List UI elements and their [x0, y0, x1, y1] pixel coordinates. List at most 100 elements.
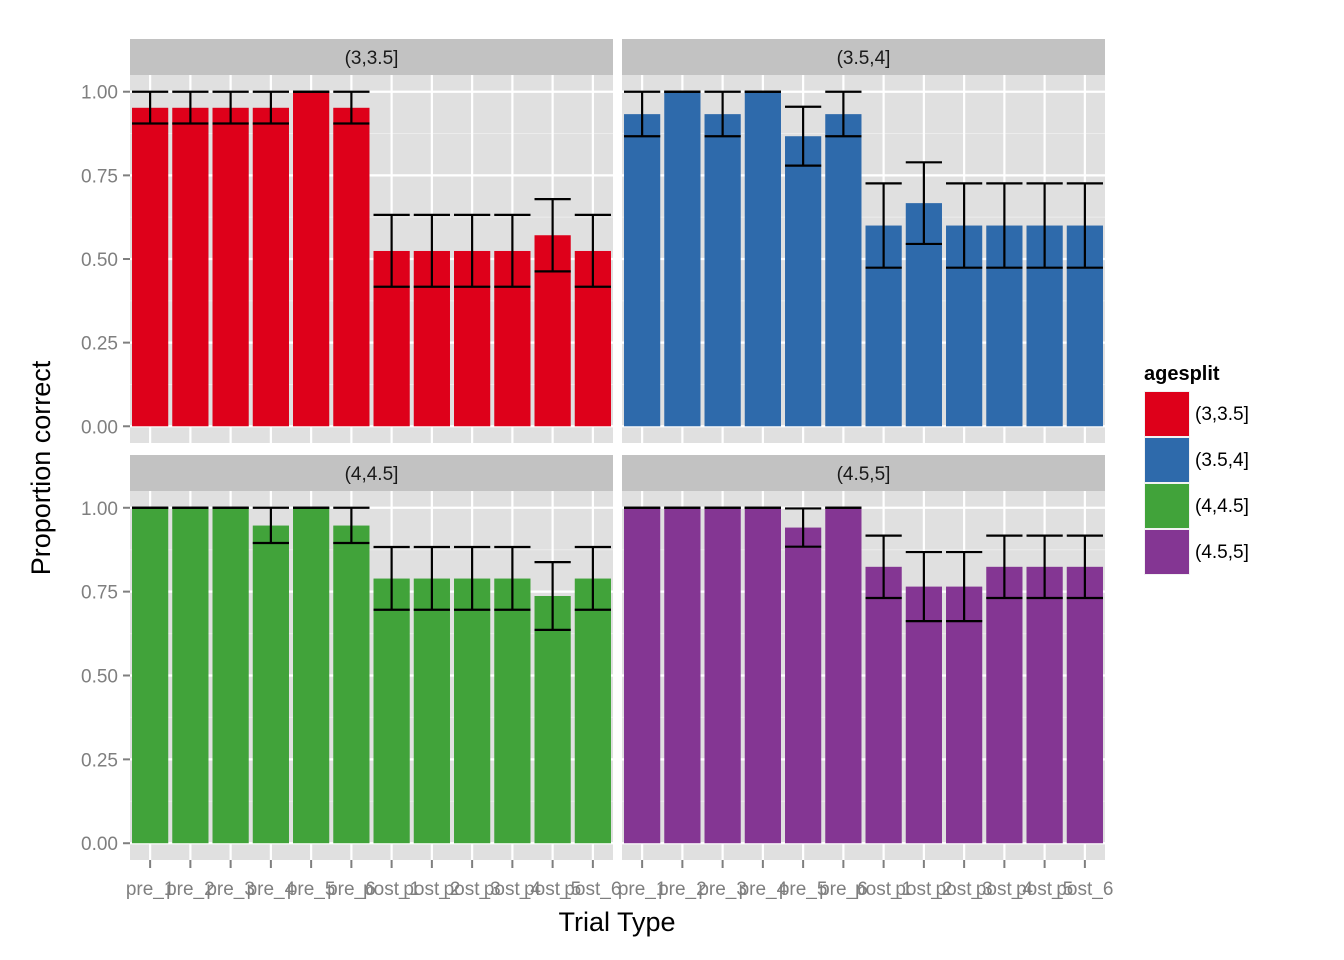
legend-item-2: (3.5,4] — [1144, 437, 1249, 483]
bar-pre_5 — [293, 91, 330, 427]
bar-pre_2 — [664, 507, 701, 844]
x-axis-title: Trial Type — [558, 907, 675, 937]
error-bar-post_2 — [905, 550, 942, 623]
y-tick-label: 1.00 — [81, 83, 118, 104]
error-bar-post_2 — [413, 213, 450, 288]
bar-pre_5 — [785, 136, 822, 427]
bar-pre_6 — [333, 525, 370, 844]
legend-item-3: (4,4.5] — [1144, 483, 1249, 529]
error-bar-post_6 — [574, 213, 611, 288]
error-bar-post_3 — [946, 550, 983, 623]
error-bar-post_2 — [413, 545, 450, 611]
facet-strip-label: (4.5,5] — [837, 464, 891, 485]
bar-post_1 — [865, 566, 902, 844]
bar-post_3 — [946, 586, 983, 844]
y-tick-label: 0.75 — [81, 166, 118, 187]
y-tick-label: 0.00 — [81, 834, 118, 855]
error-bar-pre_1 — [132, 90, 169, 125]
x-tick-label: pre_3 — [206, 879, 255, 900]
facet-strip-label: (3,3.5] — [345, 48, 399, 69]
bar-pre_2 — [172, 507, 209, 844]
x-tick-label: pre_1 — [618, 879, 667, 900]
error-bar-post_3 — [454, 213, 491, 288]
bar-pre_3 — [212, 507, 249, 844]
error-bar-post_1 — [865, 534, 902, 600]
bar-pre_3 — [212, 107, 249, 427]
bar-post_3 — [454, 578, 491, 844]
y-tick-label: 0.75 — [81, 583, 118, 604]
error-bar-pre_5 — [785, 105, 822, 167]
bar-post_1 — [373, 578, 410, 844]
error-bar-post_4 — [986, 534, 1023, 600]
legend-swatch — [1145, 530, 1189, 574]
bar-post_5 — [534, 595, 571, 844]
facet-panel-3: (4,4.5]0.000.250.500.751.00pre_1pre_2pre… — [81, 455, 621, 900]
facet-panel-4: (4.5,5]pre_1pre_2pre_3pre_4pre_5pre_6pos… — [618, 455, 1113, 900]
x-tick-label: post_4 — [976, 879, 1033, 900]
bar-pre_3 — [704, 507, 741, 844]
error-bar-post_6 — [1066, 182, 1103, 269]
x-tick-label: post_6 — [1056, 879, 1113, 900]
x-tick-label: pre_2 — [166, 879, 215, 900]
x-tick-label: pre_6 — [819, 879, 868, 900]
error-bar-post_5 — [534, 198, 571, 273]
x-tick-label: post_5 — [524, 879, 581, 900]
bar-pre_2 — [172, 107, 209, 427]
legend-label: (4,4.5] — [1195, 496, 1249, 517]
error-bar-pre_4 — [252, 90, 289, 125]
error-bar-post_4 — [494, 545, 531, 611]
bar-pre_1 — [132, 107, 169, 427]
x-tick-label: pre_2 — [658, 879, 707, 900]
error-bar-post_5 — [534, 561, 571, 631]
error-bar-pre_1 — [624, 90, 661, 138]
x-tick-label: post_4 — [484, 879, 541, 900]
facet-strip — [130, 39, 613, 75]
error-bar-pre_2 — [172, 90, 209, 125]
x-tick-label: post_5 — [1016, 879, 1073, 900]
error-bar-pre_3 — [704, 90, 741, 138]
bar-pre_1 — [132, 507, 169, 844]
bar-pre_5 — [293, 507, 330, 844]
x-tick-label: pre_5 — [287, 879, 336, 900]
x-tick-label: pre_4 — [247, 879, 296, 900]
y-tick-label: 0.50 — [81, 250, 118, 271]
bar-post_6 — [1066, 566, 1103, 844]
bar-pre_4 — [252, 525, 289, 844]
x-tick-label: pre_3 — [698, 879, 747, 900]
error-bar-pre_4 — [252, 506, 289, 545]
legend-title: agesplit — [1144, 363, 1220, 385]
error-bar-pre_6 — [333, 506, 370, 545]
bar-post_2 — [905, 586, 942, 844]
x-tick-label: post_2 — [895, 879, 952, 900]
legend-swatch — [1145, 484, 1189, 528]
bar-post_4 — [494, 578, 531, 844]
error-bar-pre_6 — [333, 90, 370, 125]
bar-pre_4 — [744, 507, 781, 844]
error-bar-pre_3 — [212, 90, 249, 125]
bar-post_5 — [1026, 566, 1063, 844]
error-bar-post_2 — [905, 161, 942, 246]
error-bar-post_4 — [494, 213, 531, 288]
error-bar-post_6 — [574, 545, 611, 611]
y-axis-title: Proportion correct — [26, 360, 56, 575]
y-tick-label: 0.25 — [81, 750, 118, 771]
facet-strip-label: (4,4.5] — [345, 464, 399, 485]
error-bar-post_6 — [1066, 534, 1103, 600]
bar-pre_4 — [744, 91, 781, 427]
error-bar-post_3 — [454, 545, 491, 611]
x-tick-label: post_6 — [564, 879, 621, 900]
x-tick-label: pre_4 — [739, 879, 788, 900]
error-bar-post_1 — [865, 182, 902, 269]
bar-pre_1 — [624, 114, 661, 427]
x-tick-label: pre_1 — [126, 879, 175, 900]
facet-strip — [622, 39, 1105, 75]
bar-pre_5 — [785, 527, 822, 844]
bar-pre_6 — [825, 507, 862, 844]
bar-pre_1 — [624, 507, 661, 844]
y-tick-label: 1.00 — [81, 499, 118, 520]
x-tick-label: post_1 — [363, 879, 420, 900]
error-bar-post_4 — [986, 182, 1023, 269]
legend-label: (4.5,5] — [1195, 542, 1249, 563]
legend-label: (3.5,4] — [1195, 450, 1249, 471]
